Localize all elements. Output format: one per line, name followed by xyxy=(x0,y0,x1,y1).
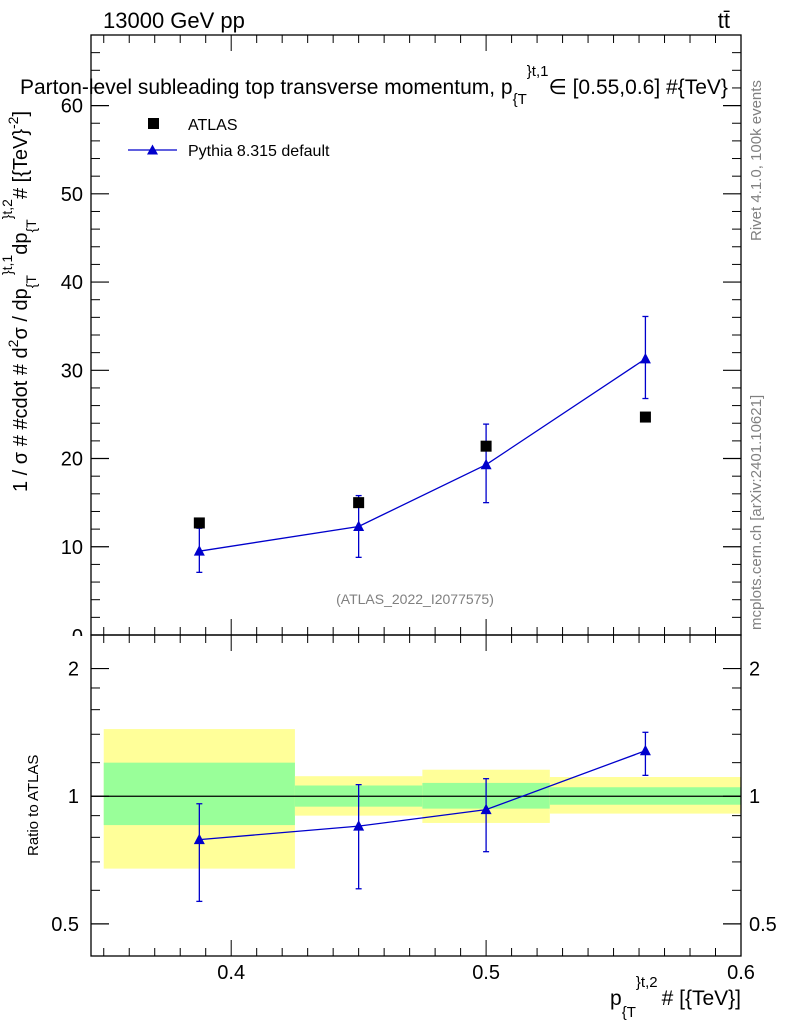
title-tail: ∈ [0.55,0.6] #{TeV} xyxy=(548,76,727,99)
mcplots-label: mcplots.cern.ch [arXiv:2401.10621] xyxy=(748,395,765,630)
rivet-version-label: Rivet 4.1.0, 100k events xyxy=(748,80,765,241)
pythia-data-point xyxy=(193,545,205,556)
main-panel: 10 20 30 40 50 60 0 Parton-level subleading to… xyxy=(0,34,742,648)
ratio-y-axis: 0.5 0.5 1 1 2 2 xyxy=(51,659,777,936)
ratio-data-point xyxy=(353,820,365,831)
main-y-tick-label: 40 xyxy=(61,272,83,294)
ratio-x-tick-label: 0.5 xyxy=(472,962,500,984)
main-y-label: 1 / σ # #cdot # d2σ / dp{T}t,1dp{T}t,2# … xyxy=(0,111,39,492)
legend: ATLAS Pythia 8.315 default xyxy=(128,117,330,160)
ratio-frame xyxy=(90,634,742,957)
ratio-data-point xyxy=(193,833,205,845)
atlas-data-point xyxy=(353,497,365,509)
main-y-tick-label: 10 xyxy=(61,537,83,559)
ratio-y-label: Ratio to ATLAS xyxy=(25,755,42,856)
ratio-x-tick-label: 0.6 xyxy=(727,962,755,984)
atlas-data-point xyxy=(639,411,651,423)
ratio-y-tick-label-right: 2 xyxy=(749,659,760,681)
ratio-data-point xyxy=(639,744,651,756)
main-y-tick-label: 20 xyxy=(61,449,83,471)
main-y-zero-label: 0 xyxy=(72,626,83,648)
ratio-x-axis: 0.4 0.5 0.6 xyxy=(103,635,755,984)
legend-atlas-marker xyxy=(148,118,159,129)
ratio-y-tick-label-right: 1 xyxy=(749,786,760,808)
main-y-axis: 10 20 30 40 50 60 0 xyxy=(61,52,741,648)
pythia-line xyxy=(199,358,646,552)
process-label: tt̄ xyxy=(718,8,730,33)
ratio-panel: 0.5 0.5 1 1 2 2 0.4 0.5 0.6 Ratio to ATLAS p{T}… xyxy=(25,634,777,1021)
ratio-plot-marks xyxy=(193,731,651,903)
main-y-tick-label: 50 xyxy=(61,184,83,206)
pythia-data-point xyxy=(639,352,651,364)
atlas-data-point xyxy=(193,517,205,529)
pythia-data-point xyxy=(353,520,365,531)
ratio-y-tick-label-left: 0.5 xyxy=(51,914,79,936)
ratio-y-tick-label-left: 2 xyxy=(68,659,79,681)
legend-atlas-label: ATLAS xyxy=(188,117,238,134)
ratio-x-tick-label: 0.4 xyxy=(217,962,245,984)
main-x-ticks xyxy=(103,35,742,635)
main-y-tick-label: 60 xyxy=(61,96,83,118)
ratio-y-tick-label-right: 0.5 xyxy=(749,914,777,936)
title-sub: {T xyxy=(513,91,527,108)
analysis-watermark: (ATLAS_2022_I2077575) xyxy=(336,591,494,607)
atlas-data-point xyxy=(480,440,492,452)
legend-pythia-label: Pythia 8.315 default xyxy=(188,143,330,160)
energy-label: 13000 GeV pp xyxy=(103,8,245,33)
ratio-pythia-line xyxy=(199,750,646,841)
ratio-data-point xyxy=(480,803,492,815)
ratio-y-tick-label-left: 1 xyxy=(68,786,79,808)
main-y-tick-label: 30 xyxy=(61,360,83,382)
title-sup: }t,1 xyxy=(527,63,549,80)
pythia-data-point xyxy=(480,458,492,470)
x-axis-label: p{T}t,2# [{TeV}] xyxy=(610,974,741,1021)
plot-title: Parton-level subleading top transverse m… xyxy=(20,63,728,108)
legend-pythia-marker xyxy=(147,144,158,155)
main-plot-marks xyxy=(193,315,651,574)
title-main: Parton-level subleading top transverse m… xyxy=(20,76,513,99)
